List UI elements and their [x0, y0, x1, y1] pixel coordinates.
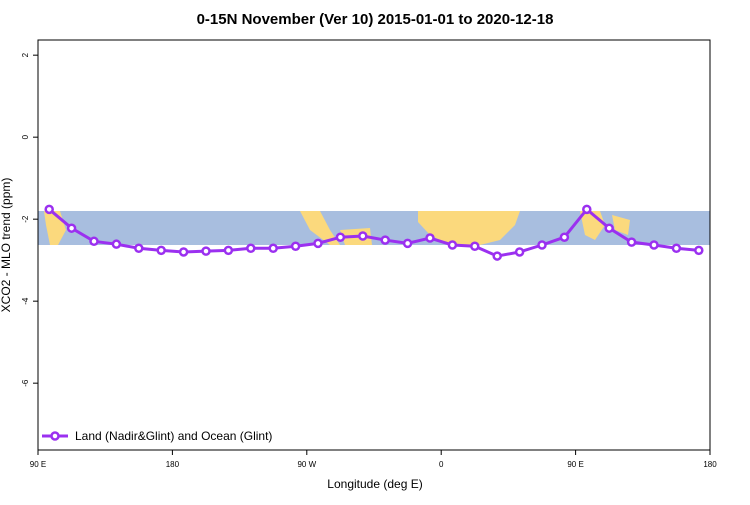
point — [290, 241, 301, 251]
x-tick-label: 90 E — [30, 460, 46, 469]
point — [626, 237, 637, 247]
x-tick-label: 90 E — [567, 460, 583, 469]
point — [156, 245, 166, 256]
point — [111, 239, 122, 249]
point — [514, 247, 525, 257]
point — [671, 243, 682, 254]
legend-marker — [50, 431, 60, 441]
point — [604, 223, 614, 233]
y-tick-label: 2 — [21, 52, 30, 57]
point — [246, 243, 256, 254]
point — [313, 238, 323, 249]
y-tick-label: -2 — [21, 215, 30, 223]
point — [470, 241, 480, 251]
point — [380, 235, 390, 245]
legend-label: Land (Nadir&Glint) and Ocean (Glint) — [75, 429, 272, 443]
x-axis-label: Longitude (deg E) — [327, 477, 422, 491]
point — [582, 204, 592, 215]
y-tick-label: -6 — [21, 379, 30, 387]
point — [358, 231, 368, 241]
point — [178, 247, 189, 257]
point — [694, 245, 704, 256]
y-axis-label: XCO2 - MLO trend (ppm) — [0, 178, 13, 313]
plot-frame — [37, 39, 711, 451]
x-tick-label: 0 — [439, 460, 444, 469]
point — [89, 236, 99, 247]
point — [335, 232, 346, 242]
point — [537, 240, 547, 250]
point — [559, 232, 570, 242]
x-tick-label: 180 — [166, 460, 180, 469]
point — [649, 240, 659, 250]
x-tick-label: 180 — [703, 460, 717, 469]
point — [201, 246, 211, 256]
point — [223, 245, 234, 256]
point — [66, 223, 77, 233]
point — [134, 243, 144, 254]
point — [492, 251, 502, 261]
plot-layer: 2 0 -2 -4 -6 90 E 180 90 W 0 90 E 180 Land (Nadir&G… — [21, 52, 717, 469]
point — [44, 204, 54, 215]
point — [402, 238, 413, 249]
chart-title: 0-15N November (Ver 10) 2015-01-01 to 20… — [197, 11, 554, 28]
y-tick-label: 0 — [21, 134, 30, 139]
point — [425, 233, 435, 243]
point — [447, 240, 458, 250]
y-tick-label: -4 — [21, 297, 30, 305]
point — [268, 243, 278, 254]
x-tick-label: 90 W — [297, 460, 316, 469]
